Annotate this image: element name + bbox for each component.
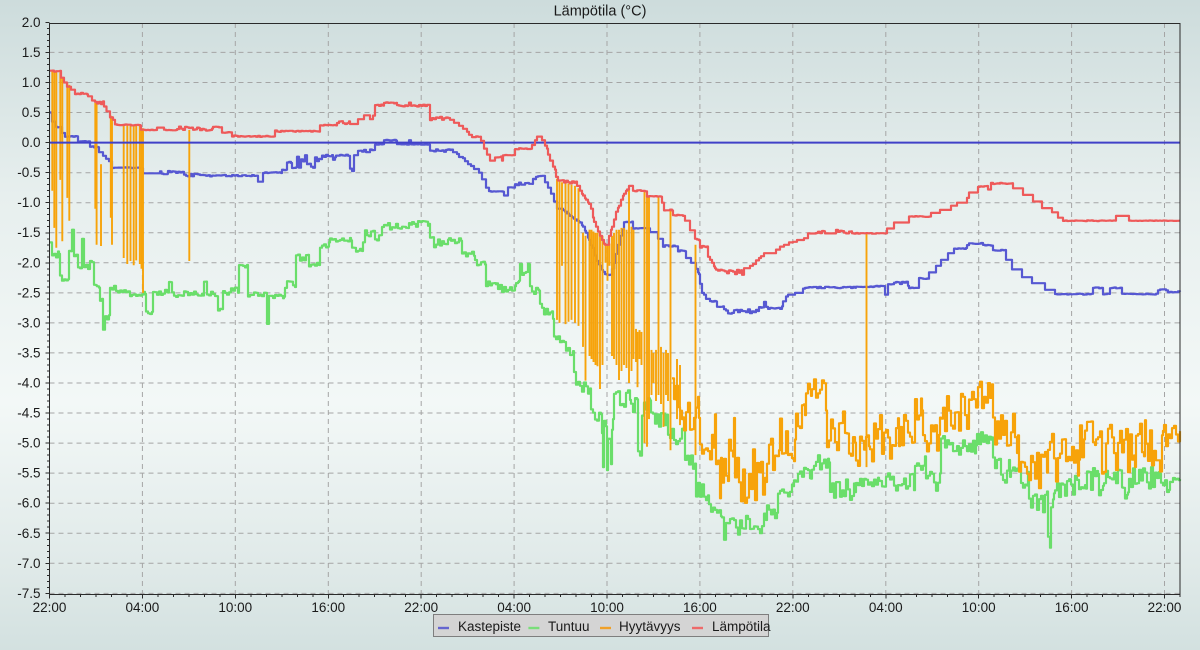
- svg-text:-5.5: -5.5: [17, 466, 40, 481]
- svg-text:10:00: 10:00: [962, 600, 996, 615]
- svg-text:-5.0: -5.0: [17, 436, 40, 451]
- svg-text:Lämpötila: Lämpötila: [712, 619, 771, 634]
- svg-text:22:00: 22:00: [404, 600, 438, 615]
- svg-text:-7.5: -7.5: [17, 586, 40, 601]
- svg-text:-4.0: -4.0: [17, 376, 40, 391]
- svg-text:04:00: 04:00: [869, 600, 903, 615]
- svg-text:-2.0: -2.0: [17, 255, 40, 270]
- svg-text:10:00: 10:00: [218, 600, 252, 615]
- svg-text:Lämpötila (°C): Lämpötila (°C): [554, 4, 647, 20]
- svg-text:22:00: 22:00: [776, 600, 810, 615]
- svg-text:2.0: 2.0: [22, 15, 41, 30]
- svg-text:16:00: 16:00: [311, 600, 345, 615]
- svg-text:22:00: 22:00: [33, 600, 67, 615]
- svg-text:16:00: 16:00: [683, 600, 717, 615]
- svg-text:Hyytävyys: Hyytävyys: [619, 619, 681, 634]
- svg-text:-2.5: -2.5: [17, 285, 40, 300]
- svg-text:04:00: 04:00: [126, 600, 160, 615]
- svg-text:-6.0: -6.0: [17, 496, 40, 511]
- svg-text:04:00: 04:00: [497, 600, 531, 615]
- svg-text:0.5: 0.5: [22, 105, 41, 120]
- svg-text:22:00: 22:00: [1148, 600, 1182, 615]
- svg-text:-3.0: -3.0: [17, 315, 40, 330]
- svg-text:1.5: 1.5: [22, 45, 41, 60]
- svg-text:10:00: 10:00: [590, 600, 624, 615]
- svg-text:-3.5: -3.5: [17, 345, 40, 360]
- svg-text:Kastepiste: Kastepiste: [458, 619, 521, 634]
- svg-text:-1.0: -1.0: [17, 195, 40, 210]
- svg-text:0.0: 0.0: [22, 135, 41, 150]
- svg-text:1.0: 1.0: [22, 75, 41, 90]
- svg-text:16:00: 16:00: [1055, 600, 1089, 615]
- svg-text:-4.5: -4.5: [17, 406, 40, 421]
- svg-text:Tuntuu: Tuntuu: [548, 619, 590, 634]
- svg-text:-7.0: -7.0: [17, 556, 40, 571]
- svg-text:-0.5: -0.5: [17, 165, 40, 180]
- svg-text:-6.5: -6.5: [17, 526, 40, 541]
- svg-text:-1.5: -1.5: [17, 225, 40, 240]
